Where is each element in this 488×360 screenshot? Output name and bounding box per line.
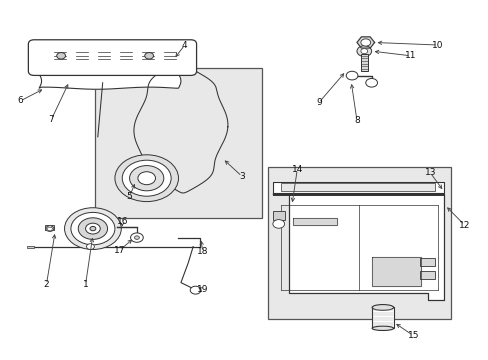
Text: 15: 15 [407, 331, 418, 340]
Text: 14: 14 [291, 165, 303, 174]
Polygon shape [272, 182, 443, 193]
Circle shape [272, 220, 284, 228]
Text: 3: 3 [239, 172, 244, 181]
Bar [95, 68, 261, 218]
Bar [267, 167, 450, 319]
Bar [281, 183, 434, 191]
Text: 1: 1 [82, 280, 88, 289]
Polygon shape [356, 37, 374, 48]
Polygon shape [293, 218, 337, 225]
Circle shape [129, 166, 163, 191]
Text: 8: 8 [353, 116, 359, 125]
Circle shape [71, 212, 115, 245]
Text: 12: 12 [458, 220, 469, 230]
Ellipse shape [371, 326, 393, 330]
Circle shape [46, 226, 54, 231]
Bar [272, 211, 285, 220]
Bar [419, 271, 434, 279]
Circle shape [115, 155, 178, 202]
Text: 5: 5 [126, 192, 132, 201]
Polygon shape [371, 257, 420, 286]
FancyBboxPatch shape [28, 40, 196, 76]
Bar [419, 258, 434, 266]
Circle shape [90, 226, 96, 231]
Bar [45, 225, 54, 230]
Circle shape [130, 233, 143, 242]
Polygon shape [39, 73, 181, 89]
Text: 13: 13 [424, 168, 435, 177]
Circle shape [86, 244, 94, 249]
Bar [371, 307, 393, 328]
Circle shape [122, 160, 171, 196]
Text: 6: 6 [18, 96, 23, 105]
Circle shape [365, 78, 377, 87]
Bar [27, 246, 34, 248]
Circle shape [85, 223, 100, 234]
Circle shape [144, 53, 153, 59]
Circle shape [57, 53, 65, 59]
Circle shape [360, 39, 370, 46]
Circle shape [64, 208, 121, 249]
Text: 4: 4 [182, 41, 187, 50]
Text: 10: 10 [431, 41, 443, 50]
Circle shape [360, 49, 367, 54]
Circle shape [134, 236, 139, 239]
Text: 18: 18 [197, 248, 208, 256]
Text: 7: 7 [48, 115, 54, 124]
Polygon shape [272, 194, 443, 300]
Circle shape [190, 286, 201, 294]
Bar [360, 54, 367, 71]
Text: 16: 16 [116, 217, 128, 226]
Text: 19: 19 [197, 285, 208, 294]
Ellipse shape [371, 305, 393, 310]
Circle shape [78, 218, 107, 239]
Circle shape [356, 46, 371, 57]
Text: 2: 2 [43, 280, 49, 289]
Text: 11: 11 [404, 51, 416, 60]
Circle shape [138, 172, 155, 185]
Text: 9: 9 [315, 98, 321, 107]
Text: 17: 17 [114, 246, 125, 255]
Circle shape [346, 71, 357, 80]
